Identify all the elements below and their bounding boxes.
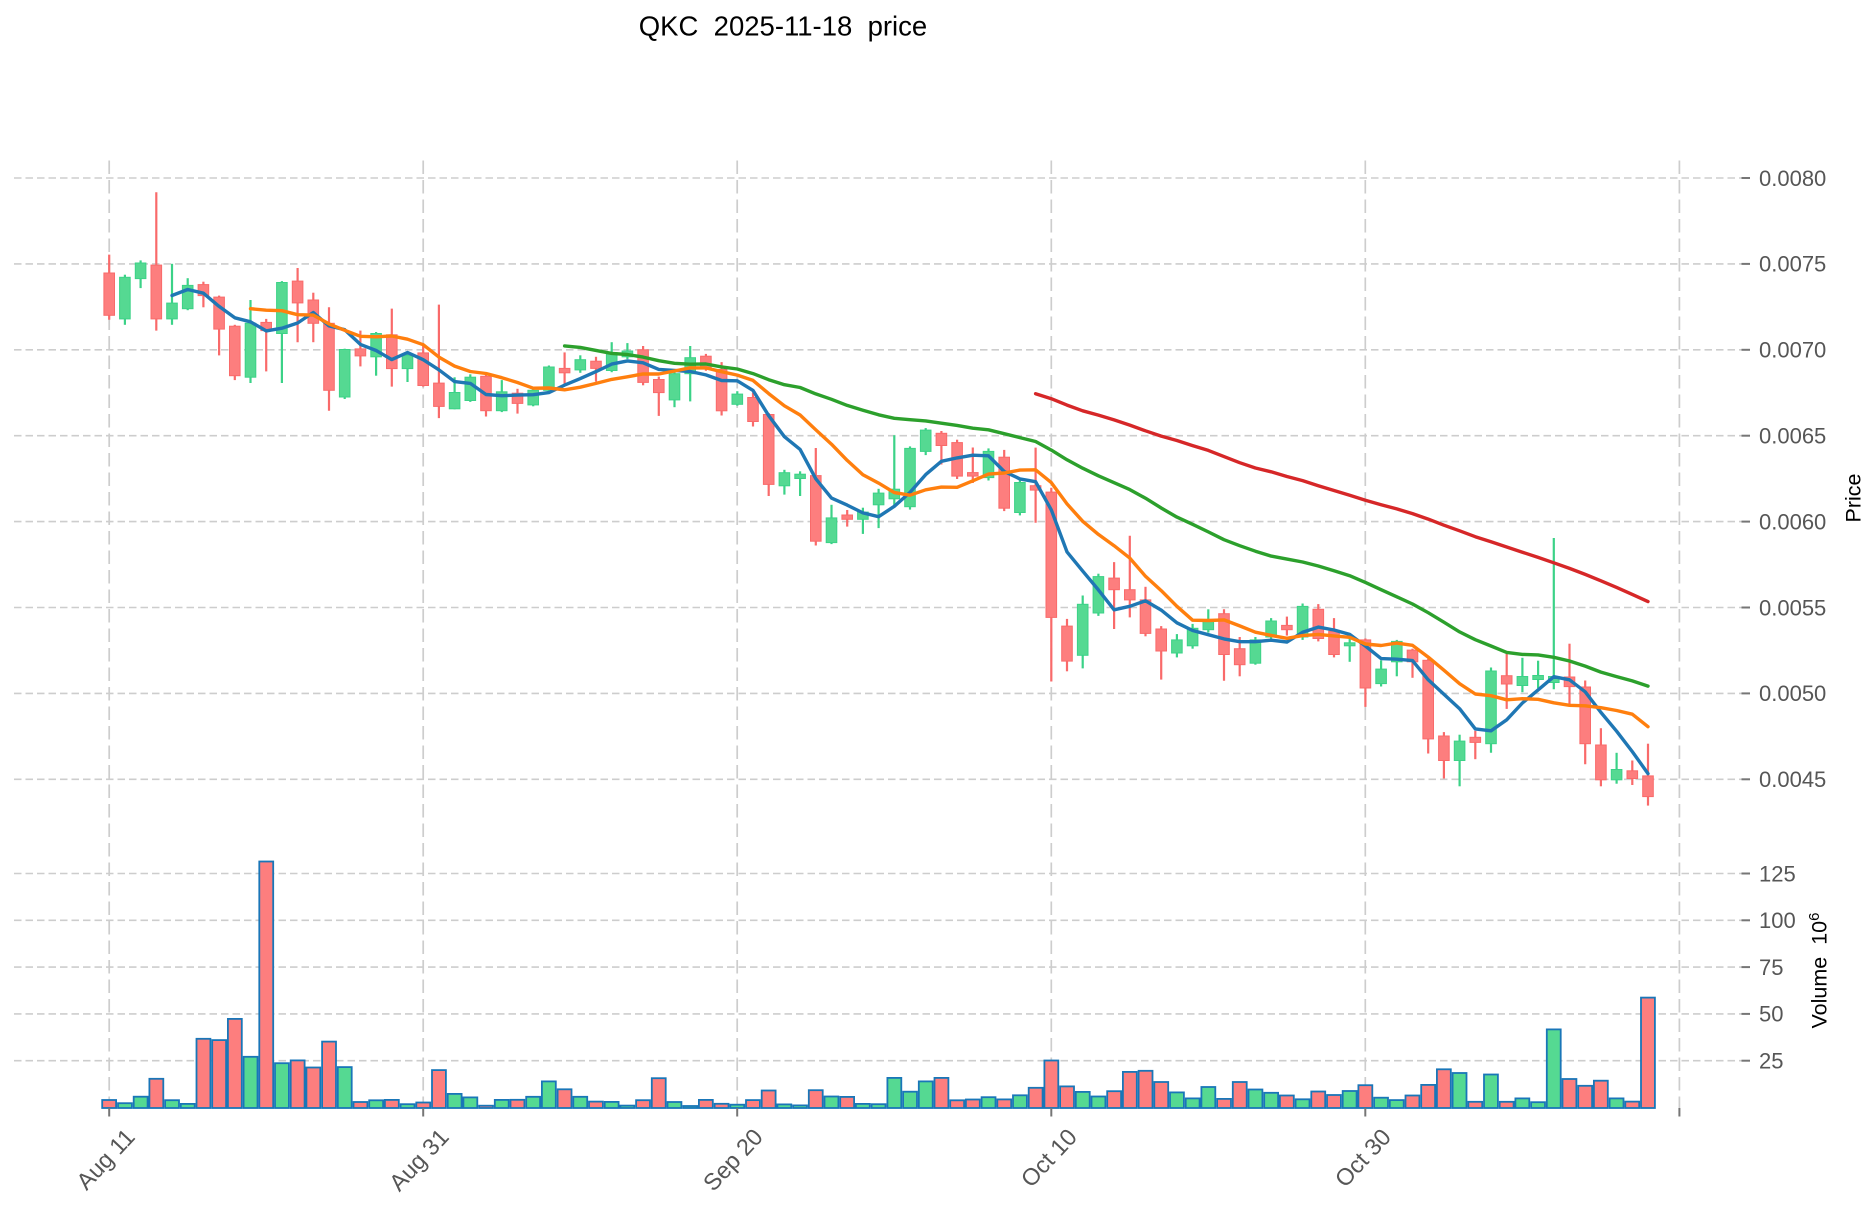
svg-text:0.0070: 0.0070 [1759,338,1826,363]
svg-text:75: 75 [1759,955,1783,980]
svg-text:Price: Price [1842,474,1866,523]
svg-text:0.0045: 0.0045 [1759,767,1826,792]
svg-text:25: 25 [1759,1049,1783,1074]
svg-text:125: 125 [1759,861,1796,886]
svg-text:0.0075: 0.0075 [1759,252,1826,277]
svg-text:0.0055: 0.0055 [1759,595,1826,620]
svg-text:Volume 106: Volume 106 [1806,913,1832,1029]
svg-text:100: 100 [1759,908,1796,933]
svg-text:0.0060: 0.0060 [1759,509,1826,534]
svg-text:QKC 2025-11-18 price: QKC 2025-11-18 price [639,11,927,42]
svg-text:50: 50 [1759,1002,1783,1027]
svg-text:0.0050: 0.0050 [1759,681,1826,706]
svg-text:0.0065: 0.0065 [1759,424,1826,449]
svg-text:0.0080: 0.0080 [1759,166,1826,191]
